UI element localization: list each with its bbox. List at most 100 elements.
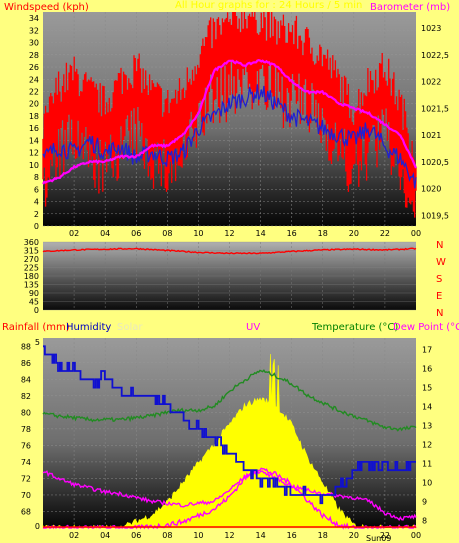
graph-period-title: All Hour graphs for : 24 Hours / 5 min bbox=[175, 0, 362, 11]
rainfall-axis-label: Rainfall (mm) bbox=[2, 322, 70, 333]
panel3-hour-label: 18 bbox=[318, 531, 328, 540]
direction-tick-label: 90 bbox=[29, 289, 39, 298]
barometer-axis-label: Barometer (mb) bbox=[370, 2, 450, 13]
humidity-tick-label: 80 bbox=[21, 408, 31, 417]
panel1-hour-label: 22 bbox=[380, 229, 390, 238]
windspeed-tick-label: 14 bbox=[29, 136, 39, 145]
windspeed-tick-label: 30 bbox=[29, 39, 39, 48]
panel3-hour-label: 08 bbox=[162, 531, 172, 540]
barometer-series bbox=[42, 59, 418, 185]
dew-point-axis-label: Dew Point (°C) bbox=[393, 322, 459, 333]
humidity-tick-label: 68 bbox=[21, 507, 31, 516]
temperature-tick-label: 10 bbox=[422, 478, 432, 487]
humidity-tick-label: 86 bbox=[21, 359, 31, 368]
panel1-hour-label: 10 bbox=[193, 229, 203, 238]
barometer-tick-label: 1020 bbox=[421, 185, 441, 194]
windspeed-tick-label: 34 bbox=[29, 14, 39, 23]
panel1-hour-label: 16 bbox=[287, 229, 297, 238]
panel3-hour-label: 14 bbox=[255, 531, 265, 540]
panel3-hour-label: 06 bbox=[131, 531, 141, 540]
panel3-hour-label: 16 bbox=[287, 531, 297, 540]
direction-series bbox=[42, 247, 417, 255]
panel1-hour-label: 20 bbox=[349, 229, 359, 238]
direction-letter: E bbox=[436, 291, 442, 302]
panel3-ticks: 68 70 72 74 76 78 80 82 84 86 88 0 5 8 9 10 11 12 13 14 15 16… bbox=[21, 338, 432, 540]
barometer-tick-label: 1020,5 bbox=[421, 158, 449, 167]
temperature-tick-label: 12 bbox=[422, 440, 432, 449]
direction-tick-label: 180 bbox=[24, 272, 39, 281]
direction-tick-label: 225 bbox=[24, 264, 39, 273]
humidity-tick-label: 76 bbox=[21, 441, 31, 450]
temperature-tick-label: 11 bbox=[422, 459, 432, 468]
temperature-tick-label: 16 bbox=[422, 364, 432, 373]
windspeed-tick-label: 22 bbox=[29, 87, 39, 96]
windspeed-tick-label: 20 bbox=[29, 100, 39, 109]
temp-humidity-panel: 68 70 72 74 76 78 80 82 84 86 88 0 5 8 9 10 11 12 13 14 15 16… bbox=[2, 322, 459, 543]
windspeed-tick-label: 18 bbox=[29, 112, 39, 121]
temperature-tick-label: 13 bbox=[422, 421, 432, 430]
panel1-ticks: 02468101214161820222426283032341019,5102… bbox=[29, 14, 449, 238]
gust-series bbox=[42, 12, 417, 218]
panel2-grid bbox=[43, 241, 416, 311]
barometer-tick-label: 1021 bbox=[421, 131, 441, 140]
direction-tick-label: 45 bbox=[29, 298, 39, 307]
dew-point-series bbox=[42, 469, 417, 522]
windspeed-tick-label: 10 bbox=[29, 161, 39, 170]
panel3-hour-label: 12 bbox=[224, 531, 234, 540]
windspeed-tick-label: 6 bbox=[34, 185, 39, 194]
temperature-tick-label: 17 bbox=[422, 345, 432, 354]
windspeed-tick-label: 24 bbox=[29, 75, 39, 84]
humidity-tick-label: 82 bbox=[21, 392, 31, 401]
panel1-hour-label: 04 bbox=[100, 229, 110, 238]
humidity-tick-label: 78 bbox=[21, 425, 31, 434]
barometer-tick-label: 1022 bbox=[421, 78, 441, 87]
humidity-tick-label: 70 bbox=[21, 491, 31, 500]
panel3-hour-label: 00 bbox=[411, 531, 421, 540]
direction-letter: S bbox=[436, 274, 442, 285]
windspeed-tick-label: 12 bbox=[29, 149, 39, 158]
panel2-series bbox=[42, 247, 417, 255]
wind-barometer-panel: 02468101214161820222426283032341019,5102… bbox=[4, 0, 450, 238]
panel1-hour-label: 00 bbox=[411, 229, 421, 238]
humidity-tick-label: 74 bbox=[21, 458, 31, 467]
panel3-hour-label: 04 bbox=[100, 531, 110, 540]
rain-tick-label: 0 bbox=[35, 522, 40, 531]
temperature-axis-label: Temperature (°C) bbox=[311, 322, 398, 333]
panel3-hour-label: 10 bbox=[193, 531, 203, 540]
direction-tick-label: 0 bbox=[34, 306, 39, 315]
direction-letter: W bbox=[436, 257, 446, 268]
windspeed-tick-label: 26 bbox=[29, 63, 39, 72]
humidity-tick-label: 72 bbox=[21, 474, 31, 483]
direction-letter: N bbox=[436, 240, 443, 251]
humidity-series bbox=[43, 345, 416, 505]
panel1-hour-label: 18 bbox=[318, 229, 328, 238]
barometer-tick-label: 1021,5 bbox=[421, 104, 449, 113]
temperature-series bbox=[42, 369, 417, 432]
panel1-hour-label: 02 bbox=[69, 229, 79, 238]
panel1-hour-label: 06 bbox=[131, 229, 141, 238]
barometer-tick-label: 1023 bbox=[421, 24, 441, 33]
windspeed-tick-label: 28 bbox=[29, 51, 39, 60]
panel1-hour-label: 12 bbox=[224, 229, 234, 238]
windspeed-tick-label: 8 bbox=[34, 173, 39, 182]
temperature-tick-label: 15 bbox=[422, 383, 432, 392]
temperature-tick-label: 9 bbox=[422, 497, 427, 506]
panel1-series bbox=[42, 12, 418, 218]
temperature-tick-label: 8 bbox=[422, 516, 427, 525]
uv-axis-label: UV bbox=[246, 322, 260, 333]
panel1-hour-label: 08 bbox=[162, 229, 172, 238]
direction-tick-label: 360 bbox=[24, 238, 39, 247]
direction-tick-label: 270 bbox=[24, 255, 39, 264]
windspeed-axis-label: Windspeed (kph) bbox=[4, 2, 89, 13]
barometer-tick-label: 1019,5 bbox=[421, 211, 449, 220]
panel3-series bbox=[42, 345, 417, 530]
windspeed-tick-label: 4 bbox=[34, 198, 39, 207]
windspeed-tick-label: 32 bbox=[29, 26, 39, 35]
panel3-hour-label: 02 bbox=[69, 531, 79, 540]
humidity-tick-label: 84 bbox=[21, 375, 31, 384]
sunrise-marker: Sun09 bbox=[366, 534, 391, 543]
